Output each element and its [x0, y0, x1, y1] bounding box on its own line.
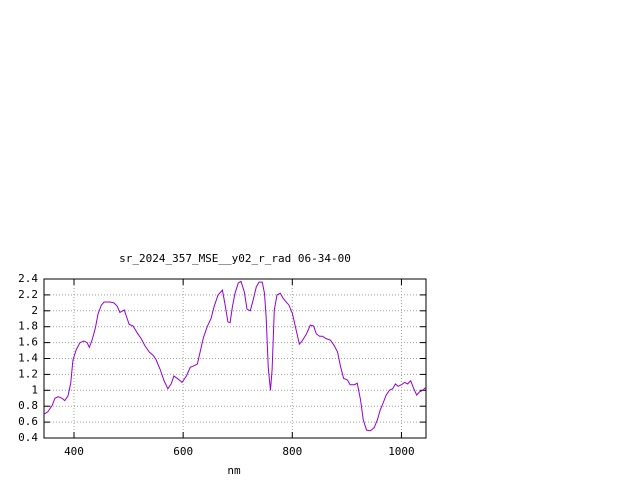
plot-border [43, 278, 427, 439]
x-axis-label: nm [227, 464, 241, 477]
data-line [43, 280, 427, 432]
y-tick-label: 2.4 [18, 272, 38, 285]
y-tick-label: 1.8 [18, 320, 38, 333]
chart-title: sr_2024_357_MSE__y02_r_rad 06-34-00 [119, 252, 351, 265]
y-tick-label: 1.4 [18, 352, 38, 365]
y-tick-label: 1.2 [18, 367, 38, 380]
y-tick-label: 0.4 [18, 431, 38, 444]
x-tick-label: 400 [64, 445, 84, 458]
y-tick-label: 0.6 [18, 415, 38, 428]
x-tick-label: 800 [282, 445, 302, 458]
y-tick-label: 1 [31, 383, 38, 396]
x-tick-label: 1000 [388, 445, 415, 458]
y-tick-label: 2 [31, 304, 38, 317]
y-tick-label: 2.2 [18, 288, 38, 301]
y-tick-label: 1.6 [18, 336, 38, 349]
y-tick-label: 0.8 [18, 399, 38, 412]
x-tick-label: 600 [173, 445, 193, 458]
